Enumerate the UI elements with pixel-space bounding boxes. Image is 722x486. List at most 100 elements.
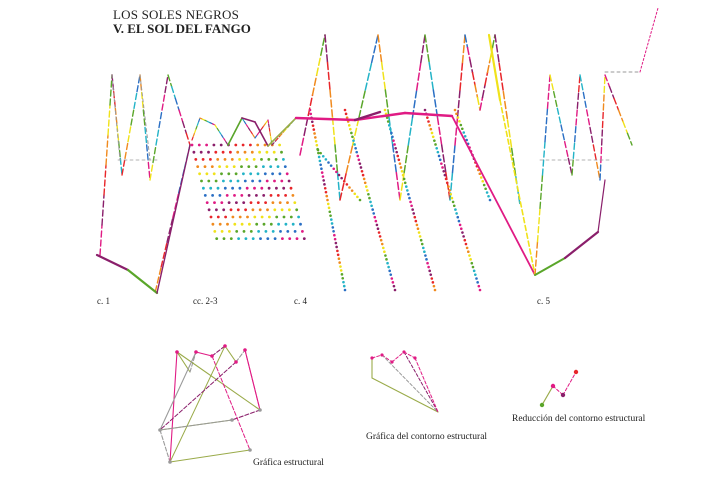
contour-dashed-segment bbox=[149, 161, 154, 181]
pitch-dot bbox=[456, 215, 460, 219]
pitch-dot bbox=[388, 269, 391, 273]
pitch-dot bbox=[211, 194, 215, 197]
pitch-dot bbox=[220, 172, 223, 176]
structural-line bbox=[451, 115, 536, 276]
pitch-dot bbox=[243, 150, 247, 154]
pitch-dot bbox=[269, 165, 273, 169]
structural-node bbox=[210, 354, 214, 358]
pitch-dot bbox=[432, 284, 436, 288]
pitch-dot bbox=[276, 165, 280, 169]
contour-dashed-segment bbox=[99, 224, 103, 256]
pitch-dot bbox=[215, 237, 219, 241]
pitch-dot bbox=[332, 230, 335, 233]
pitch-dot bbox=[392, 139, 395, 142]
contour-dashed-segment bbox=[194, 128, 197, 134]
pitch-dot bbox=[470, 261, 474, 265]
pitch-dot bbox=[231, 215, 235, 219]
pitch-dot bbox=[215, 208, 218, 212]
pitch-dot bbox=[459, 227, 463, 231]
structural-graph-edge bbox=[211, 345, 226, 357]
contour-dashed-segment bbox=[271, 139, 277, 146]
pitch-dot bbox=[325, 194, 329, 198]
pitch-dot bbox=[334, 241, 338, 245]
pitch-dot bbox=[427, 120, 430, 123]
pitch-dot bbox=[238, 186, 242, 190]
contour-dashed-segment bbox=[407, 116, 414, 146]
pitch-dot bbox=[302, 237, 306, 241]
reduction-edge bbox=[541, 385, 554, 406]
pitch-dot bbox=[216, 158, 220, 161]
pitch-dot bbox=[254, 165, 258, 169]
pitch-dot bbox=[472, 269, 476, 273]
pitch-dot bbox=[351, 135, 354, 139]
pitch-dot bbox=[424, 254, 427, 257]
contour-edge bbox=[381, 354, 439, 413]
pitch-dot bbox=[203, 194, 207, 197]
contour-dashed-segment bbox=[256, 131, 260, 136]
contour-dashed-segment bbox=[107, 104, 111, 136]
pitch-dot bbox=[430, 131, 434, 135]
pitch-dot bbox=[269, 222, 273, 226]
pitch-dot bbox=[207, 179, 211, 183]
contour-dashed-segment bbox=[573, 124, 577, 143]
pitch-dot bbox=[393, 288, 397, 292]
contour-dashed-segment bbox=[178, 109, 184, 123]
contour-dashed-segment bbox=[133, 90, 138, 110]
structural-line bbox=[353, 111, 407, 122]
structural-graph-edge bbox=[169, 351, 178, 463]
pitch-dot bbox=[246, 215, 249, 219]
contour-dashed-segment bbox=[214, 124, 218, 129]
pitch-dot bbox=[251, 179, 255, 183]
pitch-dot bbox=[408, 196, 411, 200]
pitch-dot bbox=[333, 233, 336, 237]
pitch-dot bbox=[247, 194, 251, 197]
pitch-dot bbox=[283, 165, 287, 169]
structural-graph-edge bbox=[224, 345, 237, 363]
pitch-dot bbox=[322, 179, 325, 182]
contour-dashed-segment bbox=[275, 135, 281, 142]
pitch-dot bbox=[263, 143, 267, 147]
pitch-dot bbox=[416, 227, 420, 231]
pitch-dot bbox=[197, 143, 201, 147]
pitch-dot bbox=[401, 173, 405, 177]
contour-dashed-segment bbox=[432, 89, 439, 119]
contour-dashed-segment bbox=[575, 107, 579, 126]
pitch-dot bbox=[252, 158, 256, 161]
pitch-dot bbox=[218, 194, 222, 197]
pitch-dot bbox=[219, 143, 223, 147]
pitch-dot bbox=[236, 179, 240, 183]
contour-dashed-segment bbox=[195, 124, 198, 130]
pitch-dot bbox=[383, 108, 387, 112]
pitch-dot bbox=[358, 198, 362, 202]
contour-dashed-segment bbox=[170, 85, 177, 100]
pitch-dot bbox=[430, 277, 434, 280]
contour-dashed-segment bbox=[599, 161, 602, 181]
pitch-dot bbox=[284, 194, 287, 197]
contour-dashed-segment bbox=[459, 61, 464, 91]
pitch-dot bbox=[353, 143, 356, 146]
pitch-dot bbox=[229, 208, 233, 212]
structural-graph-edge bbox=[235, 349, 246, 363]
pitch-dot bbox=[211, 222, 215, 226]
structural-line bbox=[241, 117, 256, 123]
pitch-dot bbox=[368, 196, 371, 200]
contour-edge bbox=[403, 351, 416, 359]
contour-dashed-segment bbox=[331, 116, 336, 146]
contour-dashed-segment bbox=[165, 218, 174, 245]
pitch-dot bbox=[461, 231, 464, 234]
pitch-dot bbox=[352, 139, 355, 142]
contour-dashed-segment bbox=[339, 171, 348, 201]
pitch-dot bbox=[293, 230, 297, 233]
pitch-dot bbox=[317, 155, 321, 159]
structural-graph-edge bbox=[195, 351, 213, 357]
contour-dashed-segment bbox=[466, 46, 471, 61]
pitch-dot bbox=[384, 254, 387, 257]
structural-graph-edge bbox=[176, 351, 261, 411]
structural-line bbox=[403, 111, 454, 118]
pitch-dot bbox=[441, 166, 444, 169]
contour-edge bbox=[371, 354, 383, 359]
contour-dashed-segment bbox=[160, 242, 168, 270]
contour-dashed-segment bbox=[101, 194, 105, 226]
contour-dashed-segment bbox=[502, 90, 509, 121]
pitch-dot bbox=[277, 222, 280, 226]
